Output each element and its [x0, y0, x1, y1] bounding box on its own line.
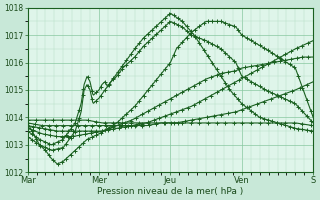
- X-axis label: Pression niveau de la mer( hPa ): Pression niveau de la mer( hPa ): [97, 187, 244, 196]
